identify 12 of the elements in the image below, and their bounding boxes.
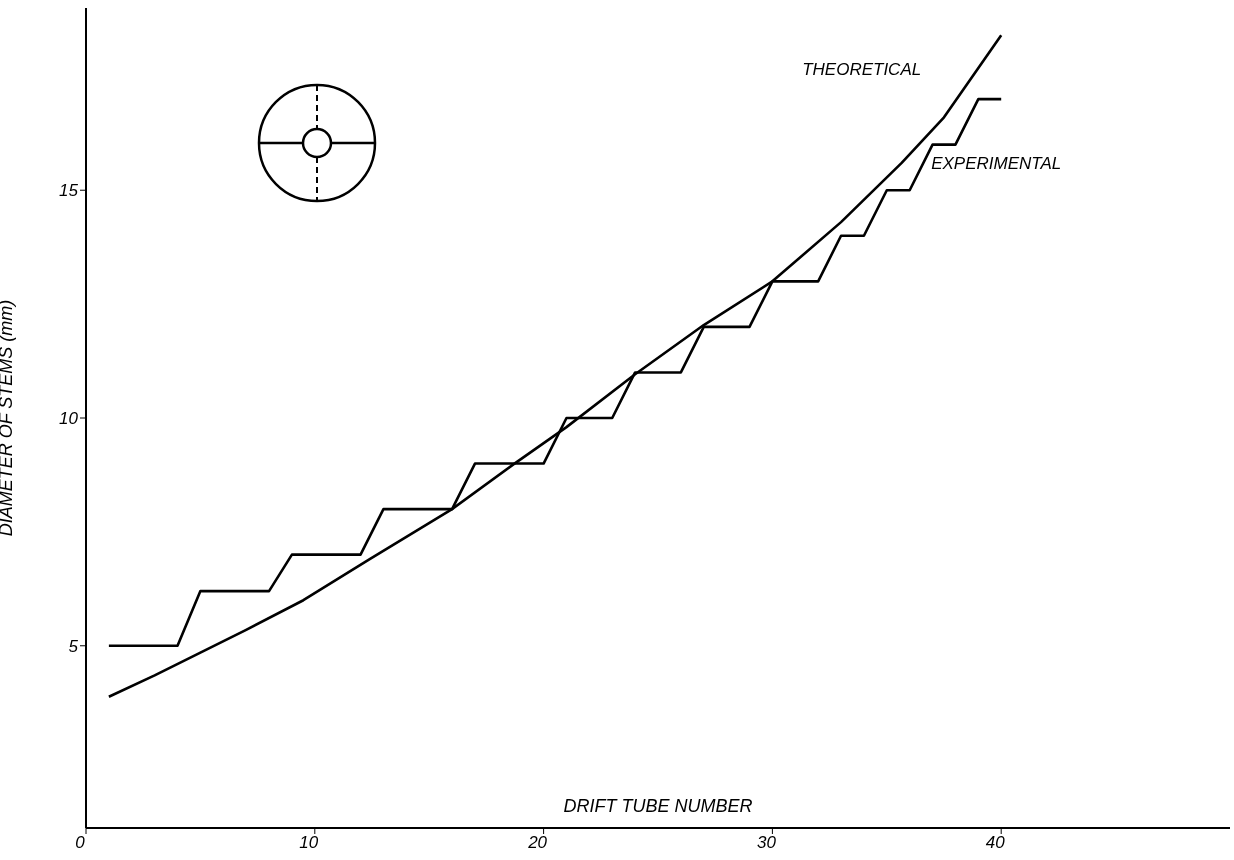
x-tick-label: 30 xyxy=(756,833,777,853)
y-tick-label: 5 xyxy=(68,636,79,656)
text: THEORETICAL xyxy=(802,60,922,80)
x-axis-title: DRIFT TUBE NUMBER xyxy=(563,796,753,816)
x-tick-label: 0 xyxy=(75,833,86,853)
y-axis-title: DIAMETER OF STEMS (mm) xyxy=(0,299,17,537)
y-tick-label: 15 xyxy=(59,181,79,201)
y-tick-label: 10 xyxy=(59,409,79,429)
x-tick-label: 10 xyxy=(299,833,319,853)
x-tick-label: 40 xyxy=(985,833,1006,853)
series-label: EXPERIMENTAL xyxy=(931,154,1062,174)
x-tick-label: 20 xyxy=(527,833,548,853)
